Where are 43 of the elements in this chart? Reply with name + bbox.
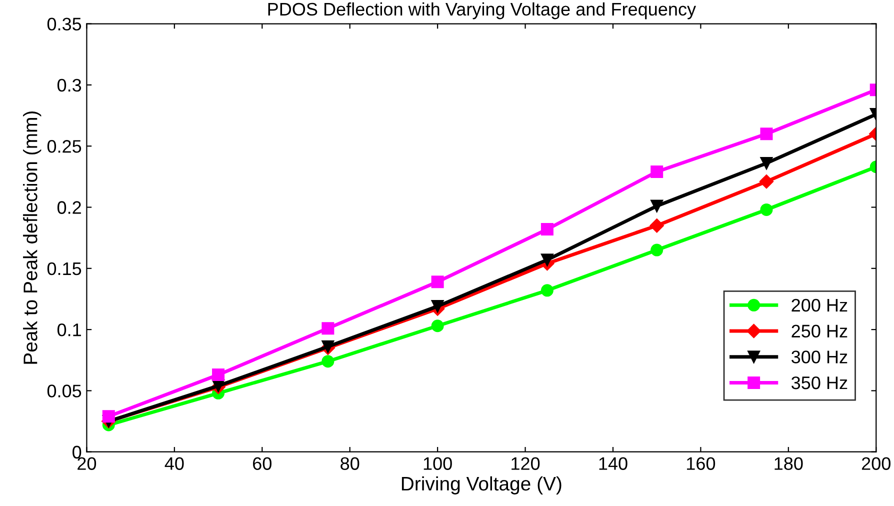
point — [431, 276, 444, 288]
x-tick-label: 80 — [340, 457, 360, 470]
x-tick-label: 140 — [599, 457, 628, 470]
point — [650, 218, 664, 233]
point — [102, 410, 115, 423]
point — [322, 355, 334, 368]
y-tick-label: 0.3 — [57, 78, 82, 92]
point — [322, 322, 334, 335]
y-tick-label: 0 — [72, 446, 82, 459]
y-tick-label: 0.15 — [47, 262, 82, 276]
legend-label: 350 Hz — [792, 376, 848, 390]
y-tick-label: 0.05 — [47, 384, 82, 398]
y-axis-title: Peak to Peak deflection (mm) — [23, 111, 42, 364]
point — [212, 368, 225, 382]
y-tick-label: 0.1 — [57, 323, 81, 336]
x-tick-label: 120 — [512, 457, 540, 470]
x-tick-label: 180 — [774, 457, 803, 470]
point — [540, 254, 554, 266]
legend-label: 300 Hz — [792, 350, 848, 364]
legend-label: 250 Hz — [792, 324, 848, 338]
x-tick-label: 200 — [862, 457, 890, 470]
x-axis-title: Driving Voltage (V) — [402, 476, 562, 494]
x-tick-label: 60 — [253, 457, 272, 470]
y-tick-label: 0.25 — [47, 140, 82, 153]
y-tick-label: 0.35 — [47, 18, 82, 30]
point — [650, 200, 664, 212]
point — [760, 128, 773, 140]
point — [760, 156, 773, 170]
chart-title: PDOS Deflection with Varying Voltage and Frequency — [268, 2, 696, 20]
point — [540, 223, 554, 236]
x-tick-label: 160 — [687, 457, 716, 470]
x-tick-label: 20 — [78, 457, 96, 470]
x-tick-label: 40 — [164, 457, 184, 470]
point — [760, 203, 773, 216]
y-tick-label: 0.2 — [57, 201, 81, 214]
point — [431, 320, 444, 332]
point — [431, 300, 444, 313]
point — [540, 284, 554, 297]
point — [650, 244, 664, 256]
legend-label: 200 Hz — [792, 298, 848, 312]
point — [759, 174, 774, 189]
point — [650, 166, 664, 178]
x-tick-label: 100 — [424, 457, 452, 470]
